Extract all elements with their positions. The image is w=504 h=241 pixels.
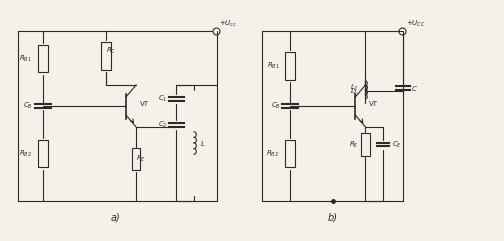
Bar [285, 52, 295, 80]
Text: $C_E$: $C_E$ [392, 139, 402, 150]
Text: $R_{B1}$: $R_{B1}$ [267, 61, 280, 71]
Bar [38, 140, 48, 167]
Text: $L$: $L$ [200, 139, 206, 147]
Text: $C$: $C$ [411, 83, 418, 93]
Text: $R_E$: $R_E$ [349, 139, 359, 150]
Text: $C_2$: $C_2$ [158, 119, 167, 130]
Text: $L_1$: $L_1$ [350, 87, 358, 97]
Text: a): a) [111, 213, 121, 223]
Bar [101, 42, 111, 70]
Text: $C_1$: $C_1$ [158, 94, 167, 104]
Bar [361, 133, 369, 156]
Bar [38, 45, 48, 72]
Text: $C_B$: $C_B$ [271, 101, 281, 111]
Bar [132, 148, 140, 170]
Text: $L_2$: $L_2$ [350, 83, 358, 93]
Text: $R_{B2}$: $R_{B2}$ [266, 148, 279, 159]
Text: $+U_{CC}$: $+U_{CC}$ [406, 18, 425, 28]
Text: $R_{B2}$: $R_{B2}$ [19, 148, 32, 159]
Bar [285, 140, 295, 167]
Text: b): b) [328, 213, 338, 223]
Text: $C_B$: $C_B$ [23, 101, 33, 111]
Text: $+U_{cc}$: $+U_{cc}$ [219, 18, 237, 28]
Text: $R_{B1}$: $R_{B1}$ [19, 54, 32, 64]
Text: $R_C$: $R_C$ [106, 46, 116, 56]
Text: $R_E$: $R_E$ [136, 154, 146, 164]
Text: VT: VT [140, 100, 149, 107]
Text: VT: VT [369, 100, 379, 107]
